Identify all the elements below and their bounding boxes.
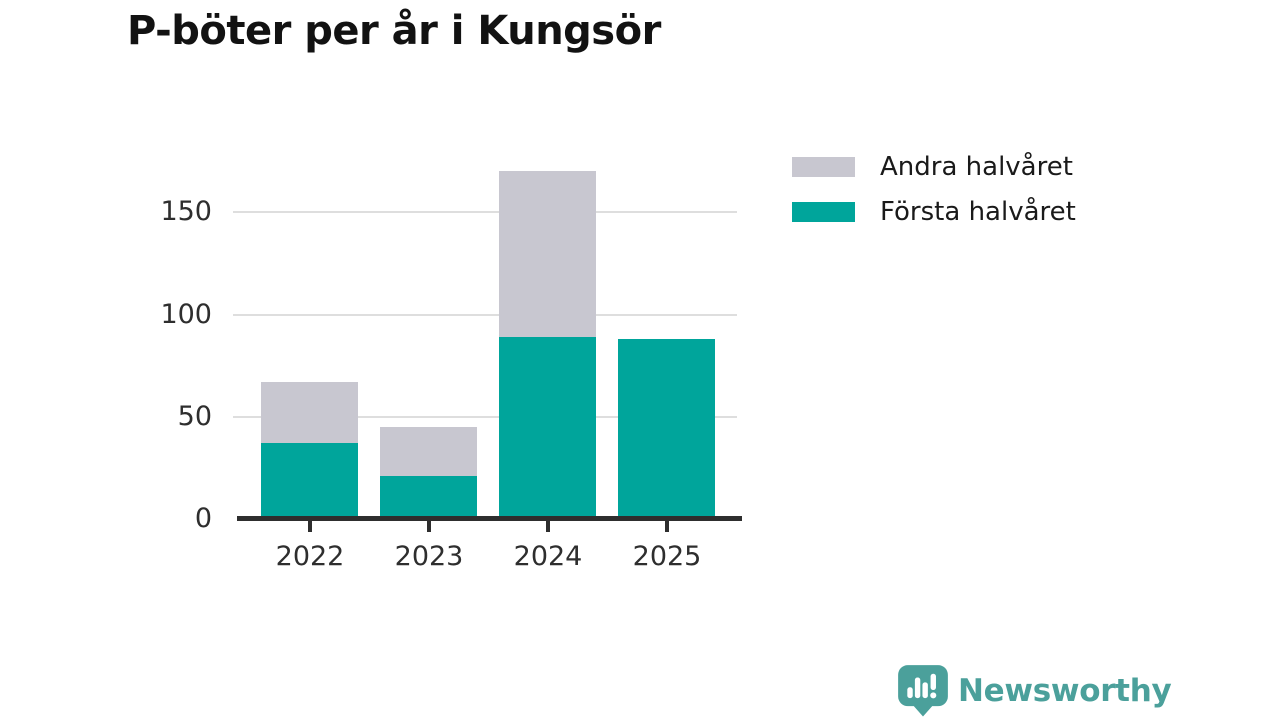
x-tick-label-2024: 2024 xyxy=(513,541,583,572)
x-tick-label-2022: 2022 xyxy=(275,541,345,572)
brand-name: Newsworthy xyxy=(958,672,1172,709)
y-tick-label-0: 0 xyxy=(194,503,212,534)
legend-item-forsta-halvaret: Första halvåret xyxy=(792,197,1076,227)
bar-segment-2023-f-rsta-halv-ret xyxy=(380,476,477,519)
bar-segment-2023-andra-halv-ret xyxy=(380,426,477,477)
legend: Andra halvåret Första halvåret xyxy=(792,152,1076,242)
bar-segment-2025-f-rsta-halv-ret xyxy=(618,339,715,519)
newsworthy-logo: Newsworthy xyxy=(897,664,1172,717)
legend-swatch-first-half xyxy=(792,202,855,222)
x-tick-label-2025: 2025 xyxy=(632,541,702,572)
legend-item-andra-halvaret: Andra halvåret xyxy=(792,152,1076,182)
x-tick-2022 xyxy=(308,521,312,532)
gridline-150 xyxy=(233,211,737,214)
bar-segment-2024-andra-halv-ret xyxy=(499,171,596,337)
x-tick-2025 xyxy=(665,521,669,532)
y-tick-label-150: 150 xyxy=(160,196,212,228)
y-tick-label-50: 50 xyxy=(177,400,212,432)
y-tick-label-100: 100 xyxy=(160,298,212,330)
gridline-50 xyxy=(233,415,737,418)
bar-segment-2022-andra-halv-ret xyxy=(261,381,358,444)
legend-label: Andra halvåret xyxy=(880,152,1073,182)
bar-segment-2024-f-rsta-halv-ret xyxy=(499,336,596,519)
bar-segment-2022-f-rsta-halv-ret xyxy=(261,443,358,519)
chart-title: P-böter per år i Kungsör xyxy=(127,8,661,54)
x-tick-2023 xyxy=(427,521,431,532)
gridline-100 xyxy=(233,313,737,316)
x-tick-2024 xyxy=(546,521,550,532)
legend-label: Första halvåret xyxy=(880,197,1076,227)
x-axis-line xyxy=(237,516,742,521)
newsworthy-logo-icon xyxy=(898,665,948,717)
legend-swatch-second-half xyxy=(792,157,855,177)
x-tick-label-2023: 2023 xyxy=(394,541,464,572)
